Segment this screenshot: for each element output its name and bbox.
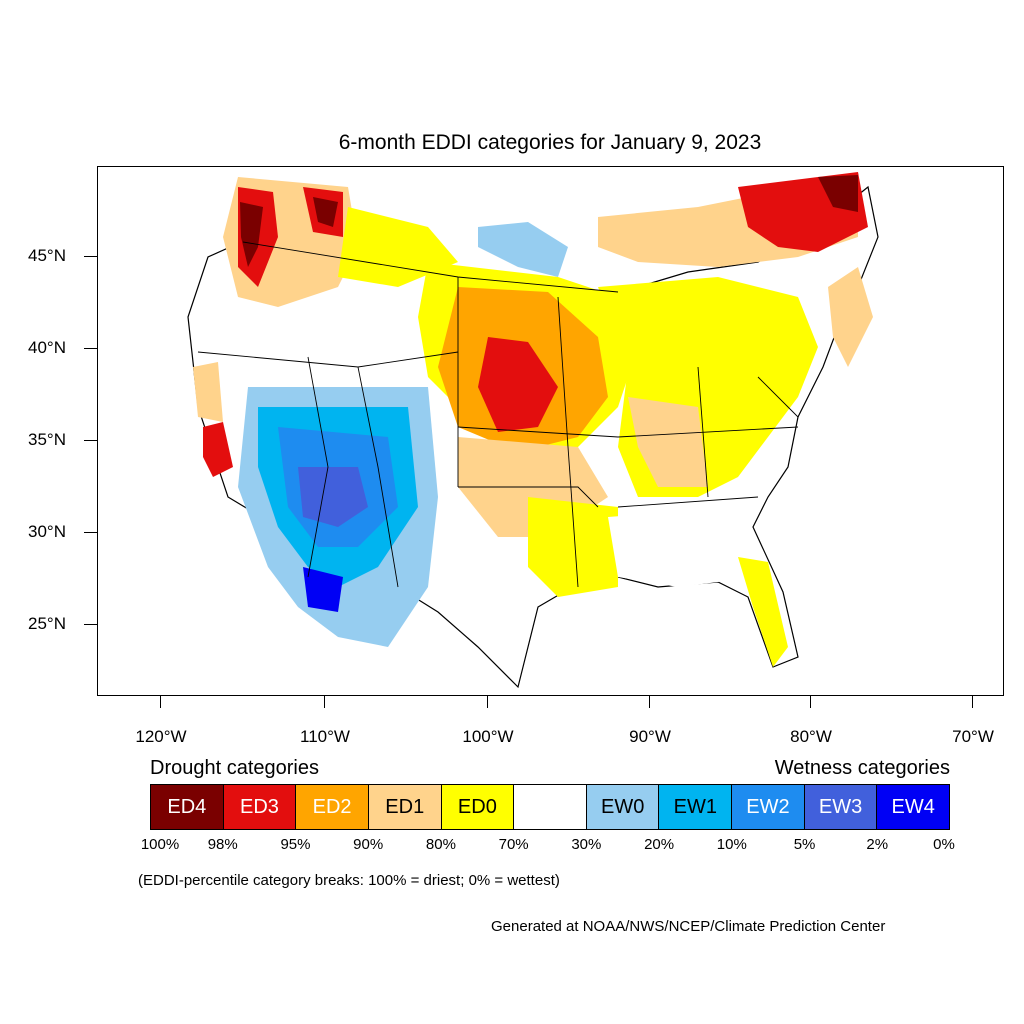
lon-tick-70 [972,696,973,708]
ohio-ed1-region [628,397,708,487]
california-ed3-region [203,422,233,477]
plains-ed3-region [478,337,558,432]
category-note: (EDDI-percentile category breaks: 100% =… [138,872,560,889]
lat-tick-30 [84,532,97,533]
legend-swatch: EW0 [586,785,660,829]
south-ed0-region [528,497,618,597]
quebec-ed4-region [818,175,858,212]
legend-swatch: EW3 [804,785,878,829]
percentile-label: 30% [571,836,602,853]
legend-swatch: ED4 [151,785,224,829]
lat-label: 30°N [28,522,66,541]
mexico-ew4-region [303,567,343,612]
legend-swatch: EW4 [877,785,950,829]
lat-label: 35°N [28,430,66,449]
lon-label: 100°W [462,727,514,746]
sw-ew3-region [298,467,368,527]
lon-tick-110 [324,696,325,708]
superior-ew0-region [478,222,568,277]
id-ed4-region [313,197,338,227]
percentile-label: 100% [140,836,180,853]
percentile-label: 98% [207,836,238,853]
percentile-label: 80% [425,836,456,853]
lat-label: 45°N [28,246,66,265]
florida-ed0-region [738,557,788,667]
state-boundaries [197,241,799,588]
california-ed1-region [193,362,223,422]
lon-label: 90°W [629,727,671,746]
percentile-label: 10% [716,836,747,853]
lat-label: 25°N [28,614,66,633]
lon-tick-120 [160,696,161,708]
legend-swatch: ED1 [368,785,442,829]
percentile-label: 70% [498,836,529,853]
lon-tick-100 [487,696,488,708]
legend-swatch: EW2 [732,785,805,829]
percentile-label: 95% [280,836,311,853]
legend-swatch: ED0 [441,785,515,829]
percentile-label: 90% [353,836,384,853]
northeast-ed1-region [828,267,873,367]
legend-swatch [514,785,587,829]
percentile-label: 20% [644,836,675,853]
percentile-label: 2% [866,836,889,853]
lon-label: 120°W [135,727,187,746]
lat-tick-45 [84,256,97,257]
category-legend: ED4 ED3 ED2 ED1 ED0 EW0 EW1 EW2 EW3 EW4 [150,784,950,830]
lon-tick-80 [810,696,811,708]
lat-label: 40°N [28,338,66,357]
lat-tick-35 [84,440,97,441]
legend-swatch: EW1 [659,785,733,829]
nw-ed4-region [240,202,263,267]
lon-label: 110°W [300,727,350,746]
eddi-map [187,172,879,689]
lat-tick-40 [84,348,97,349]
map-panel [97,166,1004,696]
drought-heading: Drought categories [150,757,319,779]
percentile-label: 0% [933,836,955,853]
percentile-label: 5% [793,836,816,853]
lon-tick-90 [649,696,650,708]
lat-tick-25 [84,624,97,625]
map-title: 6-month EDDI categories for January 9, 2… [338,131,762,154]
lon-label: 70°W [952,727,994,746]
legend-swatch: ED2 [296,785,369,829]
wetness-heading: Wetness categories [774,757,950,779]
legend-swatch: ED3 [223,785,297,829]
credit-text: Generated at NOAA/NWS/NCEP/Climate Predi… [491,918,886,935]
lon-label: 80°W [790,727,832,746]
southeast-neutral [608,507,758,587]
